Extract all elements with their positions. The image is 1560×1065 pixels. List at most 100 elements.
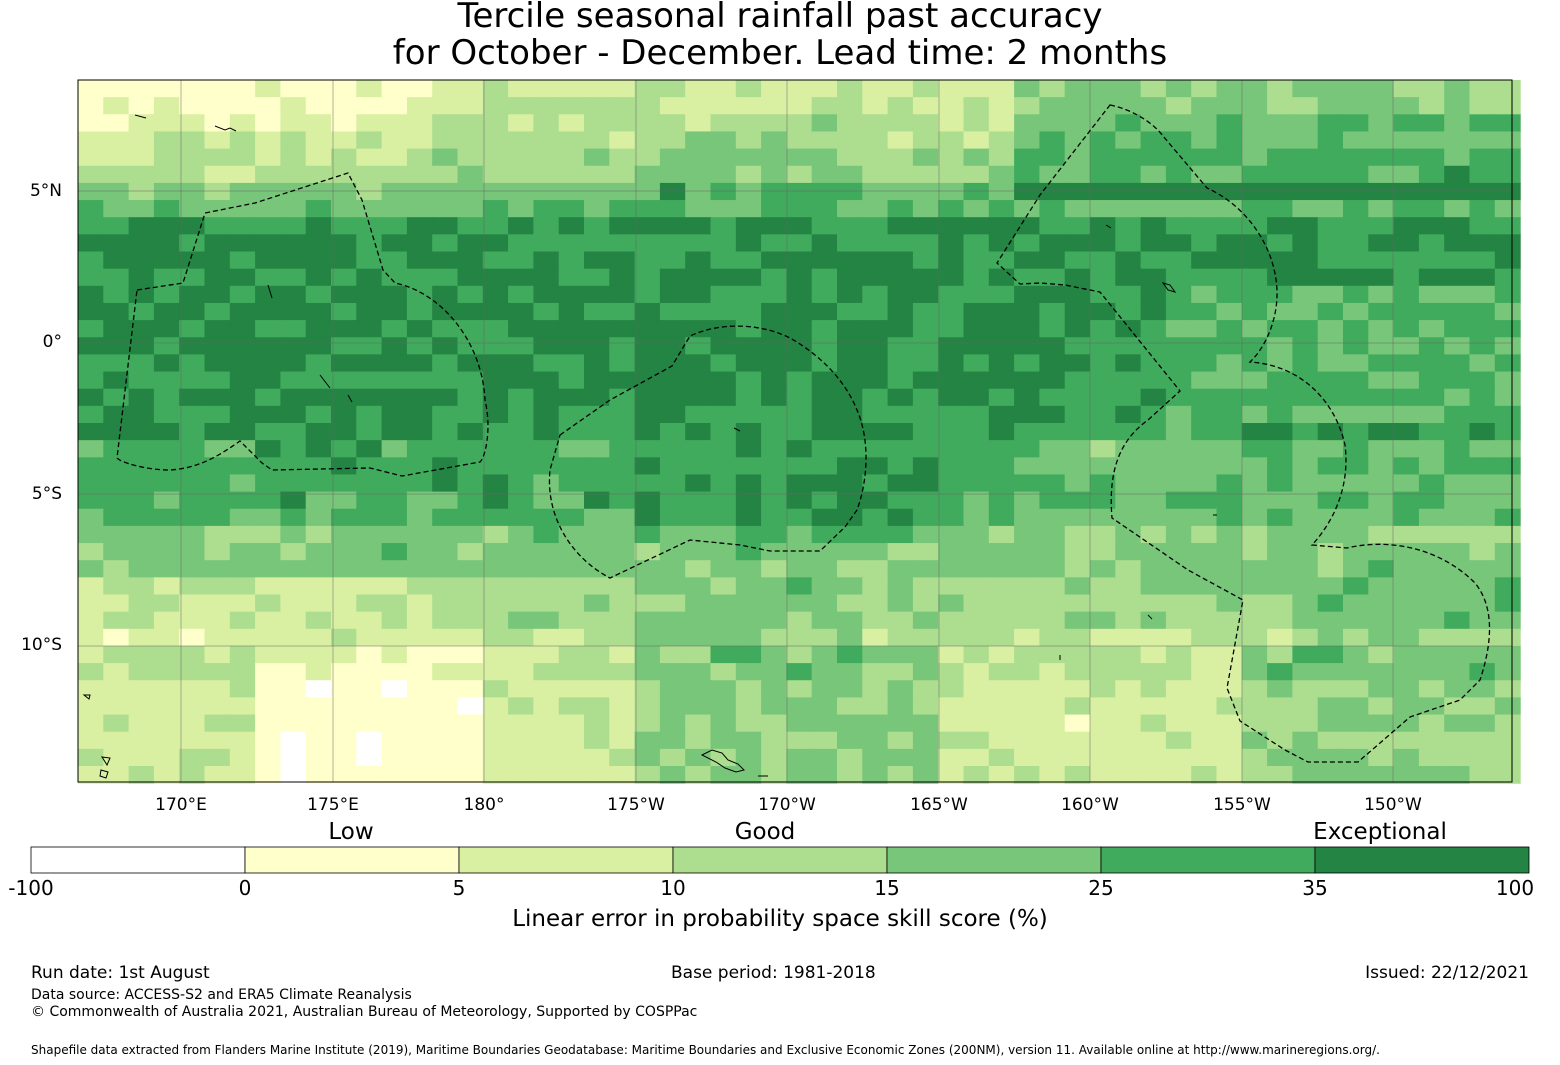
grid-cell <box>837 474 863 493</box>
grid-cell <box>78 388 104 407</box>
grid-cell <box>381 560 408 578</box>
grid-cell <box>1469 423 1496 441</box>
grid-cell <box>1241 285 1268 304</box>
grid-cell <box>533 748 560 767</box>
grid-cell <box>634 508 661 527</box>
grid-cell <box>634 200 661 218</box>
grid-cell <box>558 217 585 235</box>
grid-cell <box>634 337 661 355</box>
grid-cell <box>204 680 231 698</box>
grid-cell <box>1418 80 1445 98</box>
grid-cell <box>406 200 433 218</box>
grid-cell <box>255 491 281 510</box>
grid-cell <box>786 748 813 767</box>
grid-cell <box>508 80 534 98</box>
grid-cell <box>356 268 383 287</box>
grid-cell <box>761 508 787 527</box>
grid-cell <box>1267 457 1293 476</box>
grid-cell <box>229 611 256 630</box>
grid-cell <box>659 731 686 750</box>
grid-cell <box>204 131 231 150</box>
grid-cell <box>862 131 889 150</box>
grid-cell <box>1165 148 1192 167</box>
grid-cell <box>584 354 610 373</box>
grid-cell <box>1292 182 1319 201</box>
grid-cell <box>1115 251 1142 270</box>
grid-cell <box>1469 766 1496 784</box>
grid-cell <box>1140 114 1167 133</box>
grid-cell <box>305 525 332 544</box>
grid-cell <box>710 508 737 527</box>
grid-cell <box>103 611 130 630</box>
grid-cell <box>558 766 585 784</box>
grid-cell <box>659 525 686 544</box>
grid-cell <box>735 474 762 493</box>
grid-cell <box>1039 697 1066 716</box>
grid-cell <box>457 645 484 664</box>
grid-cell <box>685 714 712 733</box>
grid-cell <box>1267 80 1293 98</box>
grid-cell <box>1267 131 1293 150</box>
grid-cell <box>584 731 610 750</box>
map-title-line2: for October - December. Lead time: 2 mon… <box>392 33 1168 73</box>
grid-cell <box>1039 268 1066 287</box>
grid-cell <box>331 80 357 98</box>
grid-cell <box>128 80 155 98</box>
grid-cell <box>912 405 939 424</box>
grid-cell <box>103 474 130 493</box>
grid-cell <box>1343 405 1369 424</box>
grid-cell <box>862 594 889 613</box>
grid-cell <box>533 508 560 527</box>
grid-cell <box>837 200 863 218</box>
grid-cell <box>938 577 965 596</box>
grid-cell <box>1292 680 1319 698</box>
grid-cell <box>1064 371 1091 390</box>
grid-cell <box>1393 131 1420 150</box>
grid-cell <box>837 766 863 784</box>
grid-cell <box>1191 337 1218 355</box>
grid-cell <box>1469 491 1496 510</box>
grid-cell <box>1140 508 1167 527</box>
grid-cell <box>1343 697 1369 716</box>
grid-cell <box>685 165 712 184</box>
grid-cell <box>786 543 813 561</box>
grid-cell <box>1343 388 1369 407</box>
grid-cell <box>558 423 585 441</box>
grid-cell <box>406 577 433 596</box>
grid-cell <box>406 457 433 476</box>
grid-cell <box>786 302 813 321</box>
grid-cell <box>609 731 636 750</box>
grid-cell <box>1039 508 1066 527</box>
grid-cell <box>331 234 357 253</box>
grid-cell <box>1494 268 1521 287</box>
grid-cell <box>887 577 914 596</box>
grid-cell <box>609 423 636 441</box>
grid-cell <box>988 766 1015 784</box>
grid-cell <box>1191 594 1218 613</box>
grid-cell <box>356 611 383 630</box>
grid-cell <box>837 680 863 698</box>
grid-cell <box>1064 543 1091 561</box>
grid-cell <box>735 611 762 630</box>
grid-cell <box>381 320 408 338</box>
grid-cell <box>128 525 155 544</box>
grid-cell <box>659 628 686 647</box>
grid-cell <box>381 714 408 733</box>
grid-cell <box>1444 525 1471 544</box>
grid-cell <box>811 165 838 184</box>
grid-cell <box>963 645 990 664</box>
grid-cell <box>811 148 838 167</box>
grid-cell <box>204 388 231 407</box>
grid-cell <box>1267 337 1293 355</box>
grid-cell <box>862 320 889 338</box>
grid-cell <box>78 114 104 133</box>
grid-cell <box>1393 525 1420 544</box>
grid-cell <box>406 114 433 133</box>
grid-cell <box>1140 731 1167 750</box>
grid-cell <box>1090 234 1116 253</box>
grid-cell <box>508 302 534 321</box>
grid-cell <box>1418 628 1445 647</box>
grid-cell <box>710 440 737 458</box>
grid-cell <box>153 148 180 167</box>
grid-cell <box>1191 354 1218 373</box>
